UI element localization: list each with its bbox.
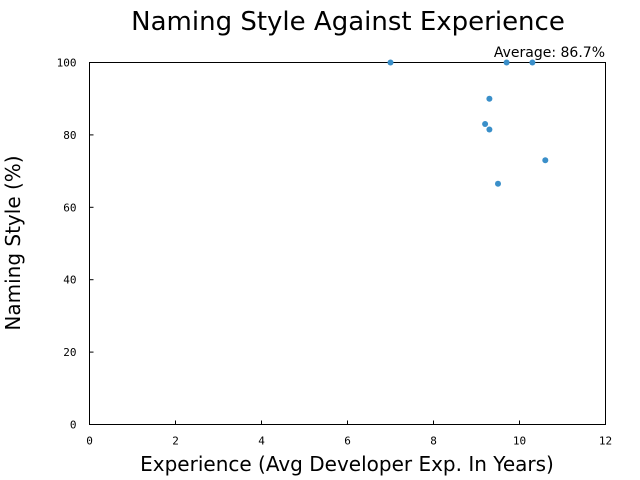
x-axis: 0 2 4 6 8 10 12 [86, 420, 612, 448]
y-tick-label: 60 [63, 201, 76, 214]
x-tick-label: 10 [513, 435, 526, 448]
y-tick-label: 80 [63, 129, 76, 142]
data-point [529, 59, 536, 66]
average-annotation: Average: 86.7% [494, 45, 605, 61]
chart-title: Naming Style Against Experience [131, 7, 565, 37]
y-tick-label: 0 [70, 419, 77, 432]
y-axis-label: Naming Style (%) [1, 155, 25, 330]
y-tick-label: 20 [63, 346, 76, 359]
data-point [542, 157, 549, 164]
y-axis: 0 20 40 60 80 100 [57, 57, 94, 432]
x-tick-label: 8 [430, 435, 437, 448]
data-point [503, 59, 510, 66]
data-point [486, 95, 493, 102]
plot-area-frame [89, 62, 606, 425]
x-tick-label: 2 [172, 435, 179, 448]
x-tick-label: 6 [344, 435, 351, 448]
data-point [495, 180, 501, 187]
data-points [387, 59, 549, 187]
data-point [387, 59, 394, 66]
data-point [482, 121, 489, 128]
data-point [486, 126, 493, 133]
y-tick-label: 40 [63, 274, 76, 287]
x-tick-label: 12 [599, 435, 612, 448]
x-tick-label: 4 [258, 435, 265, 448]
y-tick-label: 100 [57, 57, 77, 70]
x-tick-label: 0 [86, 435, 93, 448]
x-axis-label: Experience (Avg Developer Exp. In Years) [140, 452, 554, 476]
